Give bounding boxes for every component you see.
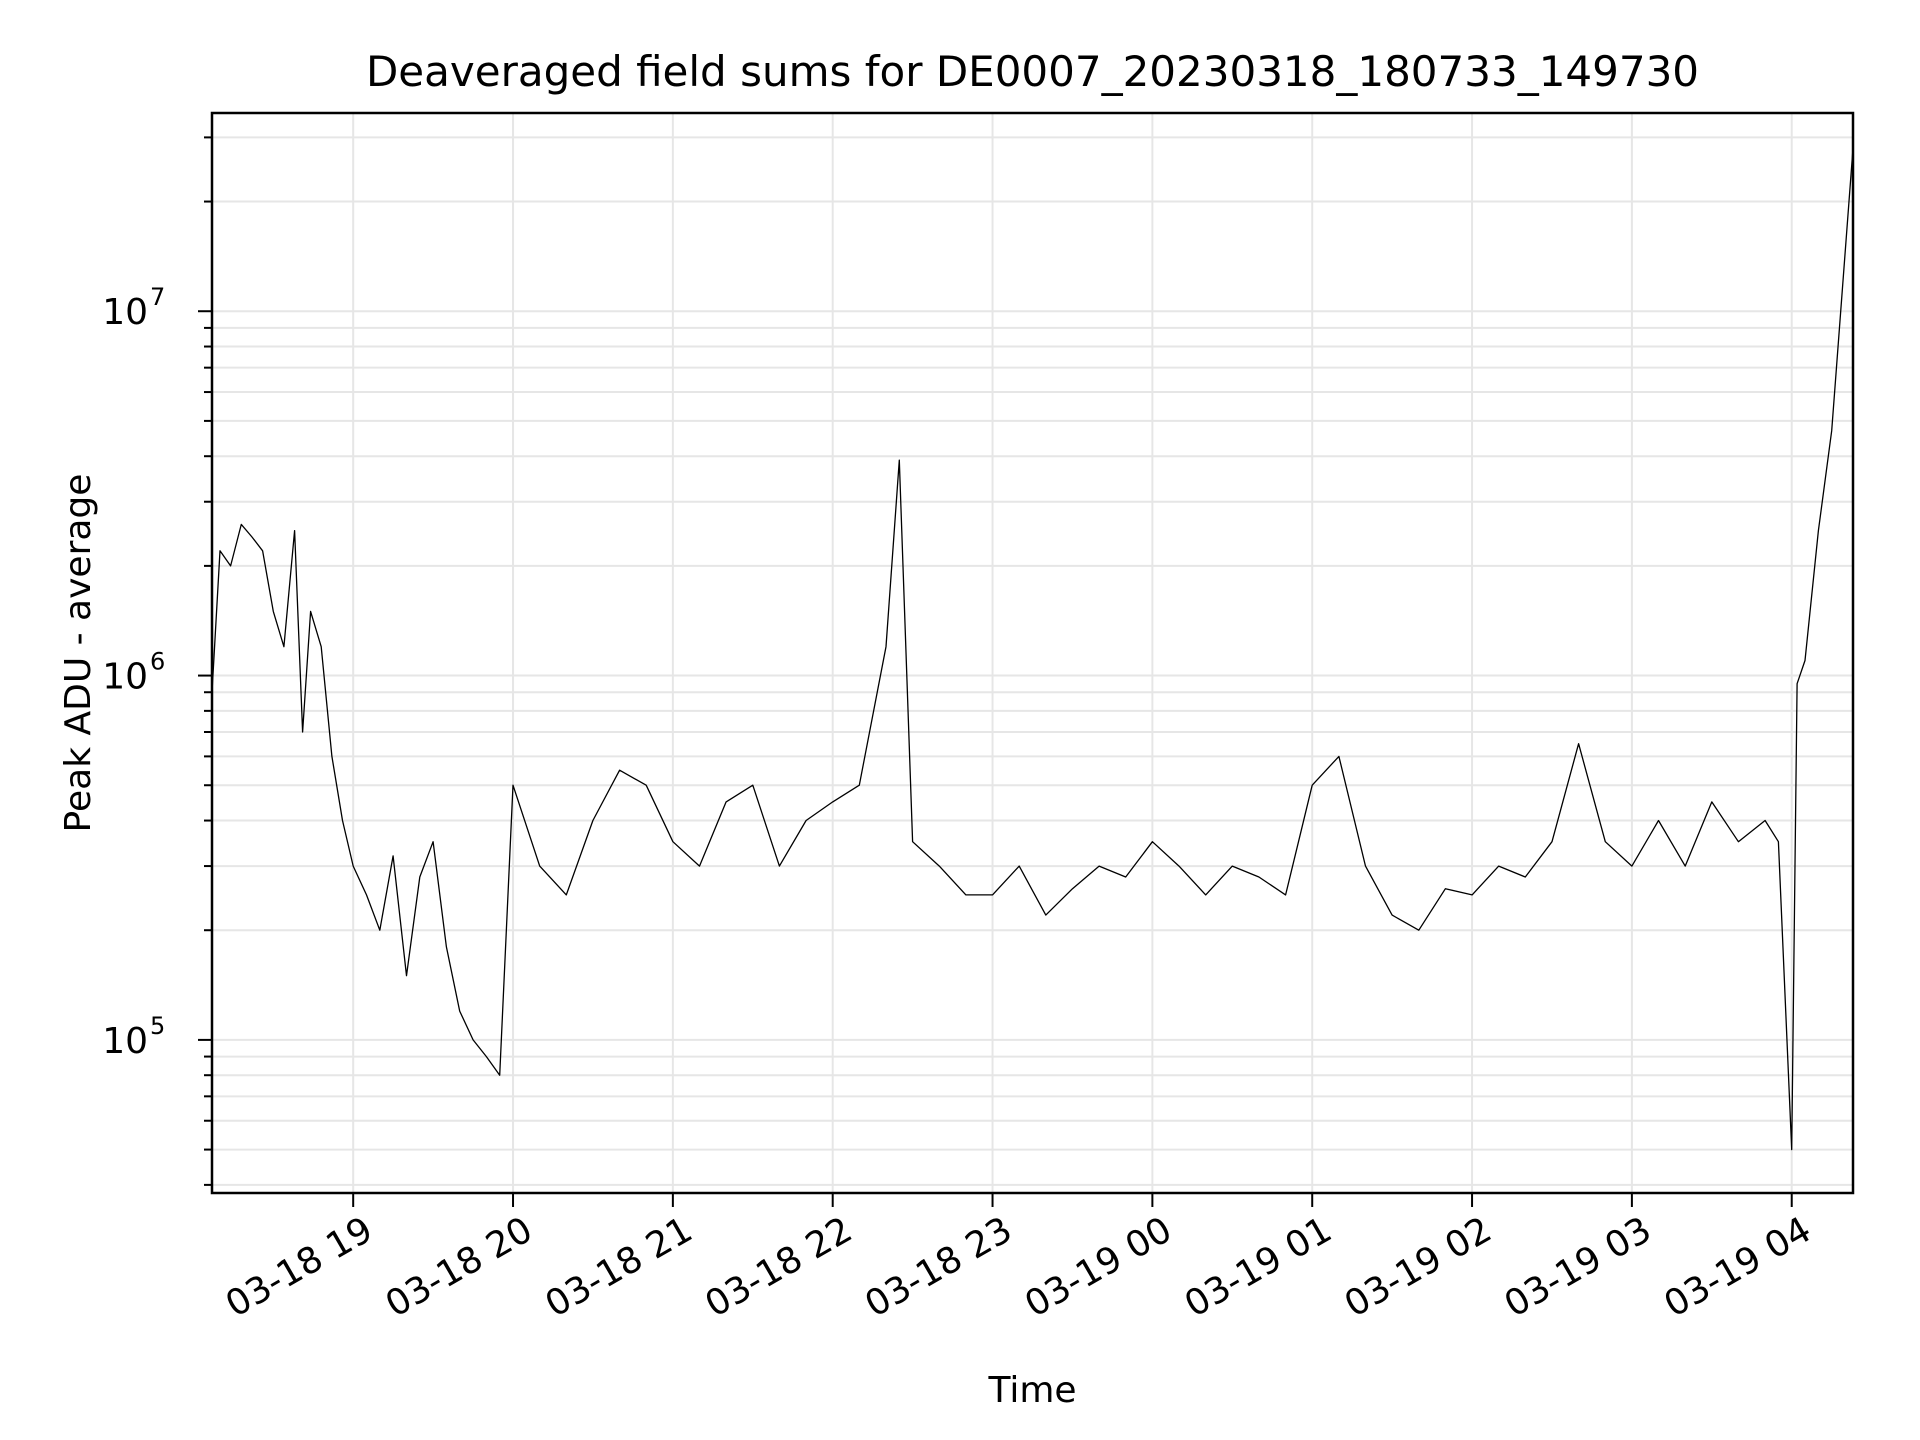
grid bbox=[212, 113, 1853, 1193]
y-tick-label-exponent: 6 bbox=[150, 648, 165, 676]
y-tick-label: 10 5 bbox=[102, 1012, 165, 1062]
x-axis-label: Time bbox=[987, 1370, 1076, 1411]
y-tick-label-exponent: 5 bbox=[150, 1012, 165, 1040]
series-layer bbox=[211, 148, 1854, 1151]
plot-frame bbox=[210, 111, 1855, 1195]
chart-title: Deaveraged field sums for DE0007_2023031… bbox=[366, 47, 1699, 96]
y-axis-label: Peak ADU - average bbox=[58, 474, 99, 833]
y-tick-label: 10 7 bbox=[102, 283, 165, 333]
y-tick-label-base: 10 bbox=[102, 1021, 148, 1062]
series-line bbox=[211, 148, 1854, 1151]
y-tick-label-base: 10 bbox=[102, 657, 148, 698]
y-tick-label-exponent: 7 bbox=[150, 283, 165, 311]
y-tick-label-base: 10 bbox=[102, 292, 148, 333]
y-tick-label: 10 6 bbox=[102, 648, 165, 698]
